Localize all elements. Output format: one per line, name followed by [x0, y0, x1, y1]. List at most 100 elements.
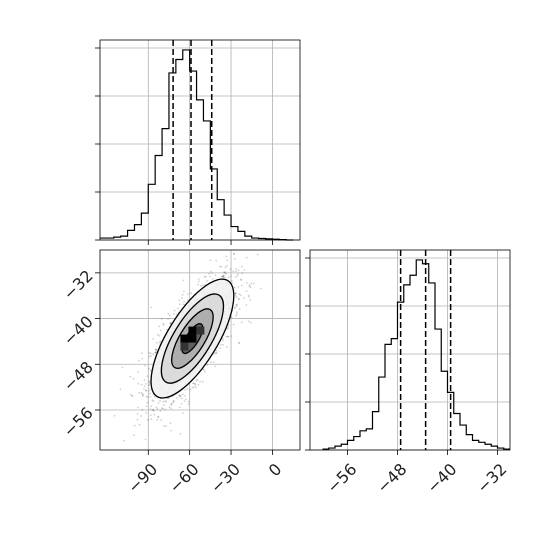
- scatter-point: [152, 400, 155, 402]
- scatter-point: [133, 424, 136, 427]
- scatter-point: [197, 283, 200, 286]
- scatter-point: [151, 399, 154, 402]
- scatter-point: [222, 274, 225, 277]
- scatter-point: [235, 304, 238, 306]
- scatter-point: [206, 280, 208, 282]
- scatter-point: [246, 282, 248, 284]
- scatter-point: [183, 400, 186, 402]
- bottom-left-density-core-0: [180, 334, 189, 343]
- scatter-point: [187, 400, 190, 403]
- scatter-point: [182, 393, 184, 396]
- scatter-point: [147, 419, 150, 421]
- scatter-point: [225, 255, 228, 258]
- scatter-point: [215, 259, 218, 262]
- scatter-point: [182, 279, 185, 282]
- panel-top-left-histogram: [95, 39, 301, 245]
- scatter-point: [226, 346, 228, 348]
- scatter-point: [159, 340, 162, 343]
- scatter-point: [160, 419, 163, 421]
- scatter-point: [243, 269, 246, 271]
- scatter-point: [238, 341, 241, 344]
- scatter-point: [159, 329, 162, 332]
- scatter-point: [162, 322, 165, 325]
- scatter-point: [184, 394, 187, 397]
- scatter-point: [179, 394, 182, 397]
- scatter-point: [252, 282, 255, 285]
- scatter-point: [232, 323, 235, 326]
- scatter-point: [230, 335, 233, 337]
- scatter-point: [152, 408, 154, 411]
- scatter-point: [155, 348, 157, 351]
- scatter-point: [165, 400, 168, 403]
- scatter-point: [247, 294, 250, 297]
- scatter-point: [131, 394, 134, 397]
- scatter-point: [133, 434, 135, 436]
- scatter-point: [175, 396, 178, 399]
- scatter-point: [222, 276, 225, 279]
- scatter-point: [192, 386, 195, 388]
- bottom-left-xtick-label-3: 0: [265, 460, 286, 481]
- scatter-point: [156, 333, 159, 336]
- scatter-point: [221, 276, 224, 278]
- bottom-left-xtick-label-0: −90: [124, 460, 161, 497]
- scatter-point: [210, 270, 212, 273]
- scatter-point: [238, 297, 240, 300]
- scatter-point: [168, 314, 171, 317]
- bottom-left-density-core-3: [196, 326, 205, 335]
- scatter-point: [206, 364, 209, 366]
- scatter-point: [146, 396, 149, 399]
- scatter-point: [233, 258, 236, 260]
- scatter-point: [204, 275, 207, 278]
- bottom-left-density-core-1: [188, 334, 197, 343]
- scatter-point: [222, 274, 225, 277]
- scatter-point: [235, 304, 238, 307]
- top-left-histogram-step: [100, 49, 294, 241]
- panel-bottom-left-scatter: −90 −60 −30 0 −32 −40 −48 −56: [59, 248, 301, 497]
- scatter-point: [189, 388, 192, 391]
- scatter-point: [170, 407, 172, 410]
- bottom-left-ytick-label-1: −40: [59, 312, 96, 349]
- scatter-point: [132, 377, 135, 380]
- scatter-point: [148, 381, 151, 384]
- scatter-point: [140, 383, 143, 386]
- scatter-point: [158, 334, 161, 337]
- scatter-point: [140, 352, 143, 354]
- scatter-point: [172, 400, 175, 403]
- scatter-point: [173, 313, 175, 315]
- scatter-point: [190, 292, 193, 295]
- scatter-point: [219, 265, 221, 268]
- scatter-point: [144, 438, 147, 441]
- scatter-point: [145, 405, 148, 408]
- scatter-point: [155, 348, 158, 351]
- scatter-point: [173, 309, 176, 312]
- scatter-point: [231, 279, 233, 282]
- bottom-right-histogram-step: [322, 259, 510, 450]
- scatter-point: [149, 408, 152, 410]
- scatter-point: [233, 286, 236, 289]
- scatter-point: [233, 252, 236, 255]
- scatter-point: [156, 408, 159, 410]
- bottom-left-xtick-label-2: −30: [207, 460, 244, 497]
- scatter-point: [226, 259, 228, 262]
- scatter-point: [179, 396, 182, 398]
- scatter-point: [238, 342, 240, 345]
- scatter-point: [113, 414, 116, 417]
- scatter-point: [138, 360, 140, 362]
- scatter-point: [222, 343, 225, 346]
- scatter-point: [180, 402, 183, 405]
- scatter-point: [140, 415, 143, 417]
- scatter-point: [143, 385, 146, 388]
- bottom-left-xtick-label-1: −60: [165, 460, 202, 497]
- scatter-point: [178, 394, 181, 397]
- scatter-point: [200, 284, 203, 287]
- scatter-point: [224, 266, 227, 269]
- scatter-point: [224, 248, 226, 250]
- bottom-left-frame: [99, 249, 301, 451]
- scatter-point: [197, 278, 200, 280]
- scatter-point: [153, 413, 156, 416]
- bottom-left-density-core-4: [180, 342, 189, 351]
- scatter-point: [145, 383, 147, 385]
- scatter-point: [256, 253, 259, 256]
- scatter-point: [184, 389, 187, 391]
